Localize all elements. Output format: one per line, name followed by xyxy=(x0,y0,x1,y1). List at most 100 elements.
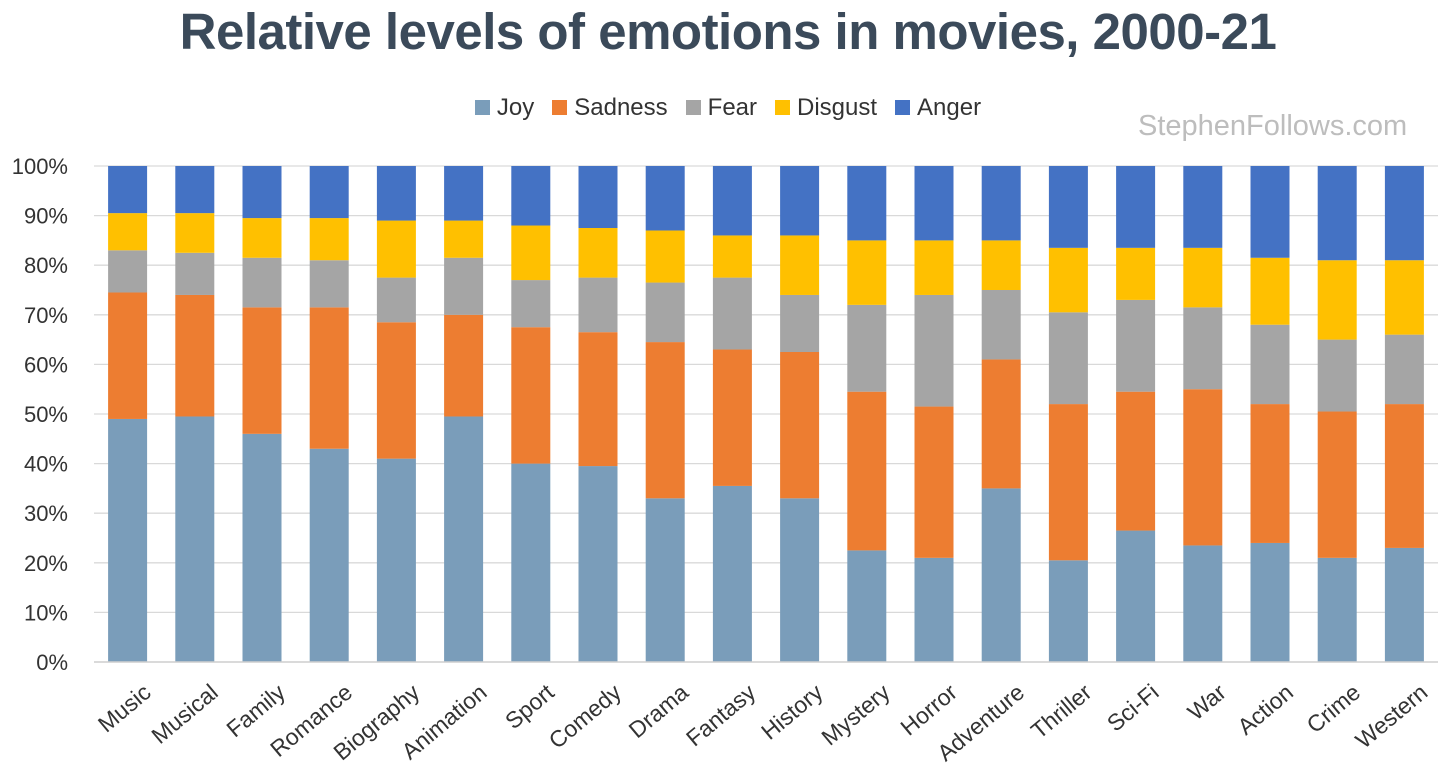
bar-biography-disgust xyxy=(376,220,416,278)
legend-item-disgust: Disgust xyxy=(775,94,877,122)
bar-drama-sadness xyxy=(645,342,685,499)
bar-biography-anger xyxy=(376,166,416,221)
bar-war-sadness xyxy=(1183,389,1223,546)
bar-crime-joy xyxy=(1317,557,1357,662)
legend-swatch-fear xyxy=(685,100,701,115)
bar-mystery-disgust xyxy=(847,240,887,305)
x-tick-label-thriller: Thriller xyxy=(1026,679,1097,744)
bar-stack-adventure xyxy=(981,166,1021,662)
bar-animation-anger xyxy=(444,166,484,221)
bar-sport-fear xyxy=(511,280,551,328)
bar-sport-disgust xyxy=(511,225,551,281)
bar-drama-joy xyxy=(645,498,685,662)
bar-thriller-anger xyxy=(1048,166,1088,248)
bar-horror-joy xyxy=(914,557,954,662)
bar-music-fear xyxy=(108,250,148,293)
bar-western-disgust xyxy=(1384,260,1424,335)
y-tick-label: 40% xyxy=(24,452,68,477)
bar-adventure-disgust xyxy=(981,240,1021,290)
legend-label-sadness: Sadness xyxy=(574,94,668,121)
x-tick-label-mystery: Mystery xyxy=(816,678,895,750)
x-tick-label-sci-fi: Sci-Fi xyxy=(1102,679,1164,737)
bar-sci-fi-anger xyxy=(1116,166,1156,248)
x-tick-label-sport: Sport xyxy=(500,678,559,734)
bar-adventure-anger xyxy=(981,166,1021,241)
bar-romance-fear xyxy=(309,260,349,308)
bar-comedy-joy xyxy=(578,466,618,662)
bar-stack-animation xyxy=(444,166,484,662)
bar-drama-fear xyxy=(645,282,685,343)
bar-layer xyxy=(108,166,1424,662)
legend-swatch-sadness xyxy=(552,100,568,115)
bar-sci-fi-disgust xyxy=(1116,247,1156,300)
bar-biography-fear xyxy=(376,277,416,323)
legend-swatch-anger xyxy=(895,100,911,115)
bar-stack-history xyxy=(780,166,820,662)
bar-war-joy xyxy=(1183,545,1223,662)
bar-stack-comedy xyxy=(578,166,618,662)
bar-comedy-anger xyxy=(578,166,618,228)
legend-label-fear: Fear xyxy=(707,94,758,121)
bar-sport-joy xyxy=(511,463,551,662)
bar-action-disgust xyxy=(1250,257,1290,325)
bar-crime-disgust xyxy=(1317,260,1357,340)
bar-thriller-fear xyxy=(1048,312,1088,405)
bar-family-fear xyxy=(242,257,282,308)
bar-music-anger xyxy=(108,166,148,214)
legend-swatch-disgust xyxy=(775,100,791,115)
bar-musical-sadness xyxy=(175,294,215,417)
bar-stack-romance xyxy=(309,166,349,662)
bar-sport-sadness xyxy=(511,327,551,464)
bar-horror-fear xyxy=(914,294,954,407)
bar-western-sadness xyxy=(1384,404,1424,548)
bar-crime-fear xyxy=(1317,339,1357,412)
bar-drama-disgust xyxy=(645,230,685,283)
bar-musical-disgust xyxy=(175,213,215,253)
bar-stack-mystery xyxy=(847,166,887,662)
bar-stack-musical xyxy=(175,166,215,662)
bar-fantasy-disgust xyxy=(712,235,752,278)
bar-mystery-fear xyxy=(847,304,887,392)
bar-action-sadness xyxy=(1250,404,1290,543)
legend-label-disgust: Disgust xyxy=(797,94,878,121)
y-tick-label: 70% xyxy=(24,303,68,328)
bar-western-anger xyxy=(1384,166,1424,261)
grid-layer xyxy=(94,165,1438,663)
bar-drama-anger xyxy=(645,166,685,231)
bar-comedy-disgust xyxy=(578,228,618,278)
bar-stack-sci-fi xyxy=(1116,166,1156,662)
bar-sci-fi-fear xyxy=(1116,299,1156,392)
bar-stack-thriller xyxy=(1048,166,1088,662)
bar-adventure-fear xyxy=(981,290,1021,360)
y-tick-label: 20% xyxy=(24,551,68,576)
bar-history-anger xyxy=(780,166,820,236)
bar-family-joy xyxy=(242,433,282,662)
bar-romance-joy xyxy=(309,448,349,662)
bar-mystery-sadness xyxy=(847,391,887,551)
x-tick-label-fantasy: Fantasy xyxy=(681,678,761,751)
bar-animation-sadness xyxy=(444,314,484,417)
bar-animation-fear xyxy=(444,257,484,315)
bar-stack-action xyxy=(1250,166,1290,662)
bar-crime-sadness xyxy=(1317,411,1357,558)
bar-history-fear xyxy=(780,294,820,352)
legend-label-joy: Joy xyxy=(496,94,535,121)
bar-sci-fi-sadness xyxy=(1116,391,1156,531)
bar-war-fear xyxy=(1183,307,1223,390)
bar-musical-anger xyxy=(175,166,215,214)
x-tick-label-western: Western xyxy=(1350,679,1432,754)
bar-music-sadness xyxy=(108,292,148,419)
bar-adventure-sadness xyxy=(981,359,1021,489)
bar-stack-horror xyxy=(914,166,954,662)
bar-action-joy xyxy=(1250,542,1290,662)
y-tick-label: 80% xyxy=(24,253,68,278)
bar-animation-disgust xyxy=(444,220,484,258)
y-tick-label: 0% xyxy=(36,650,68,675)
bar-stack-family xyxy=(242,166,282,662)
bar-stack-war xyxy=(1183,166,1223,662)
bar-romance-anger xyxy=(309,166,349,219)
bar-thriller-disgust xyxy=(1048,247,1088,313)
bar-musical-fear xyxy=(175,252,215,295)
bar-comedy-fear xyxy=(578,277,618,333)
